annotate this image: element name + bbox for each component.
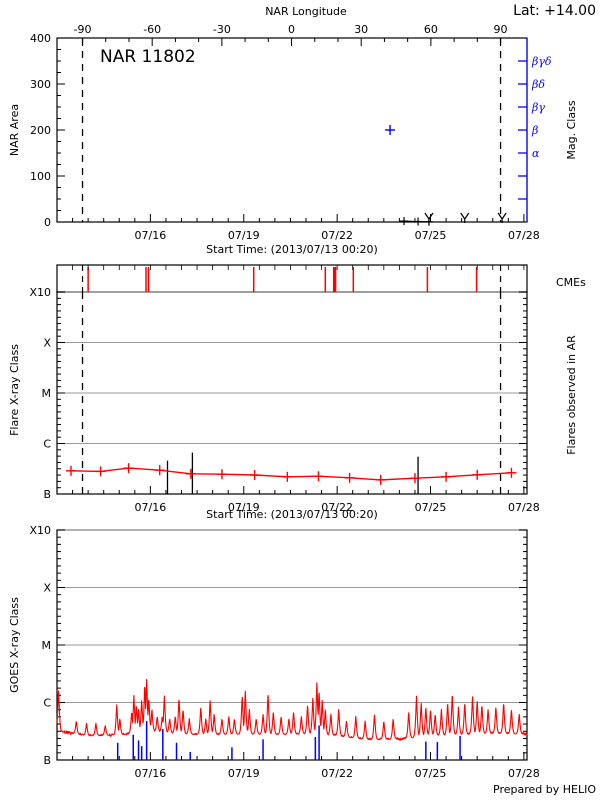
top-panel-y-tick-label: 0 xyxy=(44,216,51,229)
limb-arrow-marker xyxy=(460,212,470,223)
longitude-tick-label: 90 xyxy=(494,23,508,36)
footer-credit: Prepared by HELIO xyxy=(493,783,596,796)
top-panel-y-tick-label: 400 xyxy=(30,32,51,45)
top-panel-x-axis-title: Start Time: (2013/07/13 00:20) xyxy=(206,243,378,256)
flare-y-tick-label: B xyxy=(43,488,51,501)
longitude-tick-label: 0 xyxy=(288,23,295,36)
top-panel-y-tick-label: 100 xyxy=(30,170,51,183)
goes-x-tick-label: 07/16 xyxy=(135,767,167,780)
top-panel-x-tick-label: 07/19 xyxy=(228,229,260,242)
flare-x-tick-label: 07/22 xyxy=(321,501,353,514)
goes-x-tick-label: 07/25 xyxy=(415,767,447,780)
goes-x-tick-label: 07/28 xyxy=(508,767,540,780)
flare-background-line xyxy=(70,467,512,481)
goes-y-tick-label: X xyxy=(43,582,51,595)
middle-panel-y-axis-title: Flare X-ray Class xyxy=(8,344,21,436)
longitude-tick-label: 60 xyxy=(424,23,438,36)
top-panel-x-tick-label: 07/22 xyxy=(321,229,353,242)
top-panel-y-tick-label: 200 xyxy=(30,124,51,137)
mag-class-tick-label: βγδ xyxy=(531,55,552,68)
top-panel-content: 07/16 07/19 07/22 07/25 07/28 -90 -60 -30 0 30 60 9… xyxy=(30,23,552,242)
goes-y-tick-label: C xyxy=(43,697,51,710)
flare-x-tick-label: 07/25 xyxy=(415,501,447,514)
goes-x-tick-label: 07/19 xyxy=(228,767,260,780)
flare-y-tick-label: X xyxy=(43,337,51,350)
goes-flux-trace xyxy=(56,679,528,741)
top-panel-x-tick-label: 07/16 xyxy=(135,229,167,242)
flare-y-tick-label: C xyxy=(43,438,51,451)
flare-x-tick-label: 07/19 xyxy=(228,501,260,514)
flares-in-ar-axis-title: Flares observed in AR xyxy=(565,335,578,455)
longitude-tick-label: -90 xyxy=(74,23,92,36)
page-title: NAR 11802 xyxy=(100,47,196,67)
mag-class-tick-label: βδ xyxy=(531,78,545,91)
middle-panel-x-axis-title: Start Time: (2013/07/13 00:20) xyxy=(206,508,378,521)
middle-panel-content: B C M X X10 07/16 07/19 07/22 07/25 07/28 xyxy=(29,265,540,514)
panel-goes-class: GOES X-ray Class Prepared by HELIO B C M X X… xyxy=(8,524,596,796)
longitude-tick-label: 30 xyxy=(354,23,368,36)
bottom-panel-content: B C M X X10 07/16 07/19 07/22 07/25 07/28 xyxy=(29,524,539,780)
flare-x-tick-label: 07/16 xyxy=(135,501,167,514)
cme-strip-frame xyxy=(56,264,528,293)
bottom-panel-y-axis-title: GOES X-ray Class xyxy=(8,597,21,693)
mag-class-axis-title: Mag. Class xyxy=(565,100,578,159)
goes-y-tick-label: X10 xyxy=(29,524,51,537)
mag-class-tick-label: α xyxy=(532,147,540,160)
limb-arrow-marker xyxy=(497,212,507,223)
flare-x-tick-label: 07/28 xyxy=(508,501,540,514)
top-panel-y-axis-title: NAR Area xyxy=(8,104,21,156)
top-axis-title: NAR Longitude xyxy=(265,5,347,18)
longitude-tick-label: -60 xyxy=(143,23,161,36)
top-panel-x-tick-label: 07/28 xyxy=(508,229,540,242)
goes-y-tick-label: B xyxy=(43,754,51,767)
mag-class-tick-label: βγ xyxy=(531,101,545,114)
goes-y-tick-label: M xyxy=(42,639,52,652)
goes-x-tick-label: 07/22 xyxy=(321,767,353,780)
flare-y-tick-label: X10 xyxy=(29,286,51,299)
top-panel-y-tick-label: 300 xyxy=(30,78,51,91)
top-panel-x-tick-label: 07/25 xyxy=(415,229,447,242)
panel-flare-class: Flare X-ray Class Flares observed in AR … xyxy=(8,264,586,521)
latitude-label: Lat: +14.00 xyxy=(513,3,596,19)
cme-legend-label: CMEs xyxy=(556,276,586,289)
mag-class-tick-label: β xyxy=(531,124,538,137)
longitude-tick-label: -30 xyxy=(213,23,231,36)
flare-y-tick-label: M xyxy=(42,387,52,400)
panel-nar-area: NAR 11802 Lat: +14.00 NAR Longitude NAR … xyxy=(8,3,596,256)
limb-arrow-marker xyxy=(424,212,434,223)
